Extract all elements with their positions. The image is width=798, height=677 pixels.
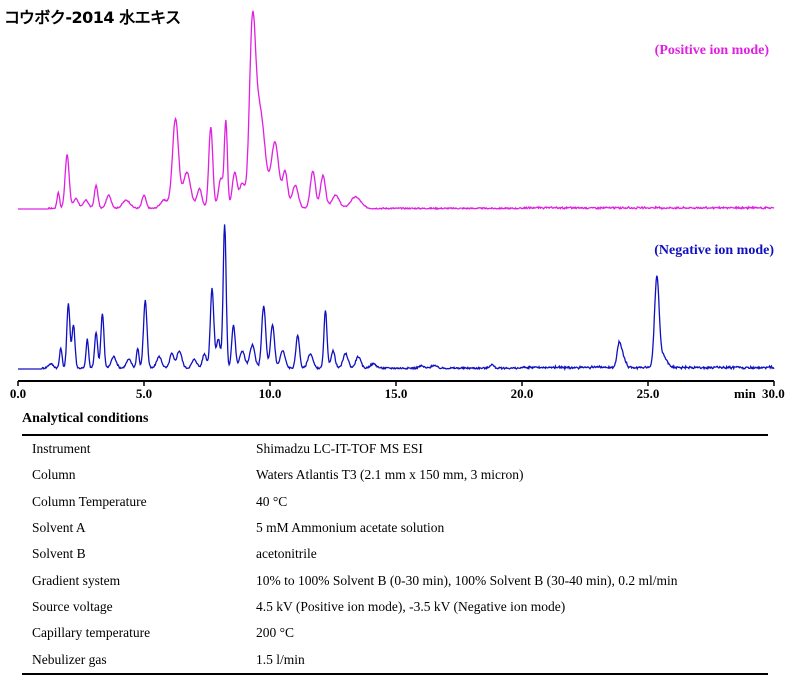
table-row: Capillary temperature 200 °C	[22, 620, 768, 646]
condition-key: Source voltage	[32, 598, 113, 614]
condition-value: 1.5 l/min	[256, 651, 305, 667]
series-label-negative: (Negative ion mode)	[654, 243, 774, 258]
condition-value: 5 mM Ammonium acetate solution	[256, 520, 445, 536]
condition-key: Nebulizer gas	[32, 651, 107, 667]
table-row: Solvent B acetonitrile	[22, 541, 768, 567]
condition-key: Column	[32, 467, 76, 483]
table-row: Column Waters Atlantis T3 (2.1 mm x 150 m…	[22, 462, 768, 488]
condition-key: Solvent B	[32, 546, 86, 562]
conditions-title: Analytical conditions	[22, 411, 149, 426]
condition-key: Instrument	[32, 441, 91, 457]
condition-value: 200 °C	[256, 625, 295, 641]
conditions-table: Instrument Shimadzu LC-IT-TOF MS ESI Colum…	[22, 434, 768, 675]
table-row: Solvent A 5 mM Ammonium acetate solution	[22, 515, 768, 541]
x-tick-label: 0.0	[10, 386, 26, 401]
condition-value: 40 °C	[256, 493, 288, 509]
table-row: Column Temperature 40 °C	[22, 489, 768, 515]
condition-value: 10% to 100% Solvent B (0-30 min), 100% S…	[256, 572, 678, 588]
x-tick-label: 30.0	[762, 386, 785, 401]
condition-value: 4.5 kV (Positive ion mode), -3.5 kV (Neg…	[256, 598, 566, 614]
condition-key: Column Temperature	[32, 493, 147, 509]
series-line-positive	[18, 10, 775, 211]
x-tick-label: 5.0	[136, 386, 152, 401]
condition-key: Gradient system	[32, 572, 121, 588]
condition-value: Shimadzu LC-IT-TOF MS ESI	[256, 441, 423, 457]
series-line-negative	[18, 224, 775, 371]
x-tick-label: 20.0	[511, 386, 534, 401]
condition-key: Capillary temperature	[32, 625, 151, 641]
table-row: Gradient system 10% to 100% Solvent B (0-…	[22, 567, 768, 593]
condition-value: acetonitrile	[256, 546, 317, 562]
condition-value: Waters Atlantis T3 (2.1 mm x 150 mm, 3 m…	[256, 467, 524, 483]
x-axis-label: min	[734, 386, 756, 401]
chromatogram-chart: (Positive ion mode) (Negative ion mode) …	[10, 10, 785, 401]
x-tick-label: 15.0	[385, 386, 408, 401]
series-label-positive: (Positive ion mode)	[655, 43, 770, 58]
page-title: コウボク-2014 水エキス	[4, 8, 181, 27]
table-row: Nebulizer gas 1.5 l/min	[22, 646, 768, 673]
x-tick-label: 10.0	[259, 386, 282, 401]
x-tick-label: 25.0	[637, 386, 660, 401]
table-row: Instrument Shimadzu LC-IT-TOF MS ESI	[22, 435, 768, 462]
condition-key: Solvent A	[32, 520, 86, 536]
table-row: Source voltage 4.5 kV (Positive ion mode)…	[22, 594, 768, 620]
